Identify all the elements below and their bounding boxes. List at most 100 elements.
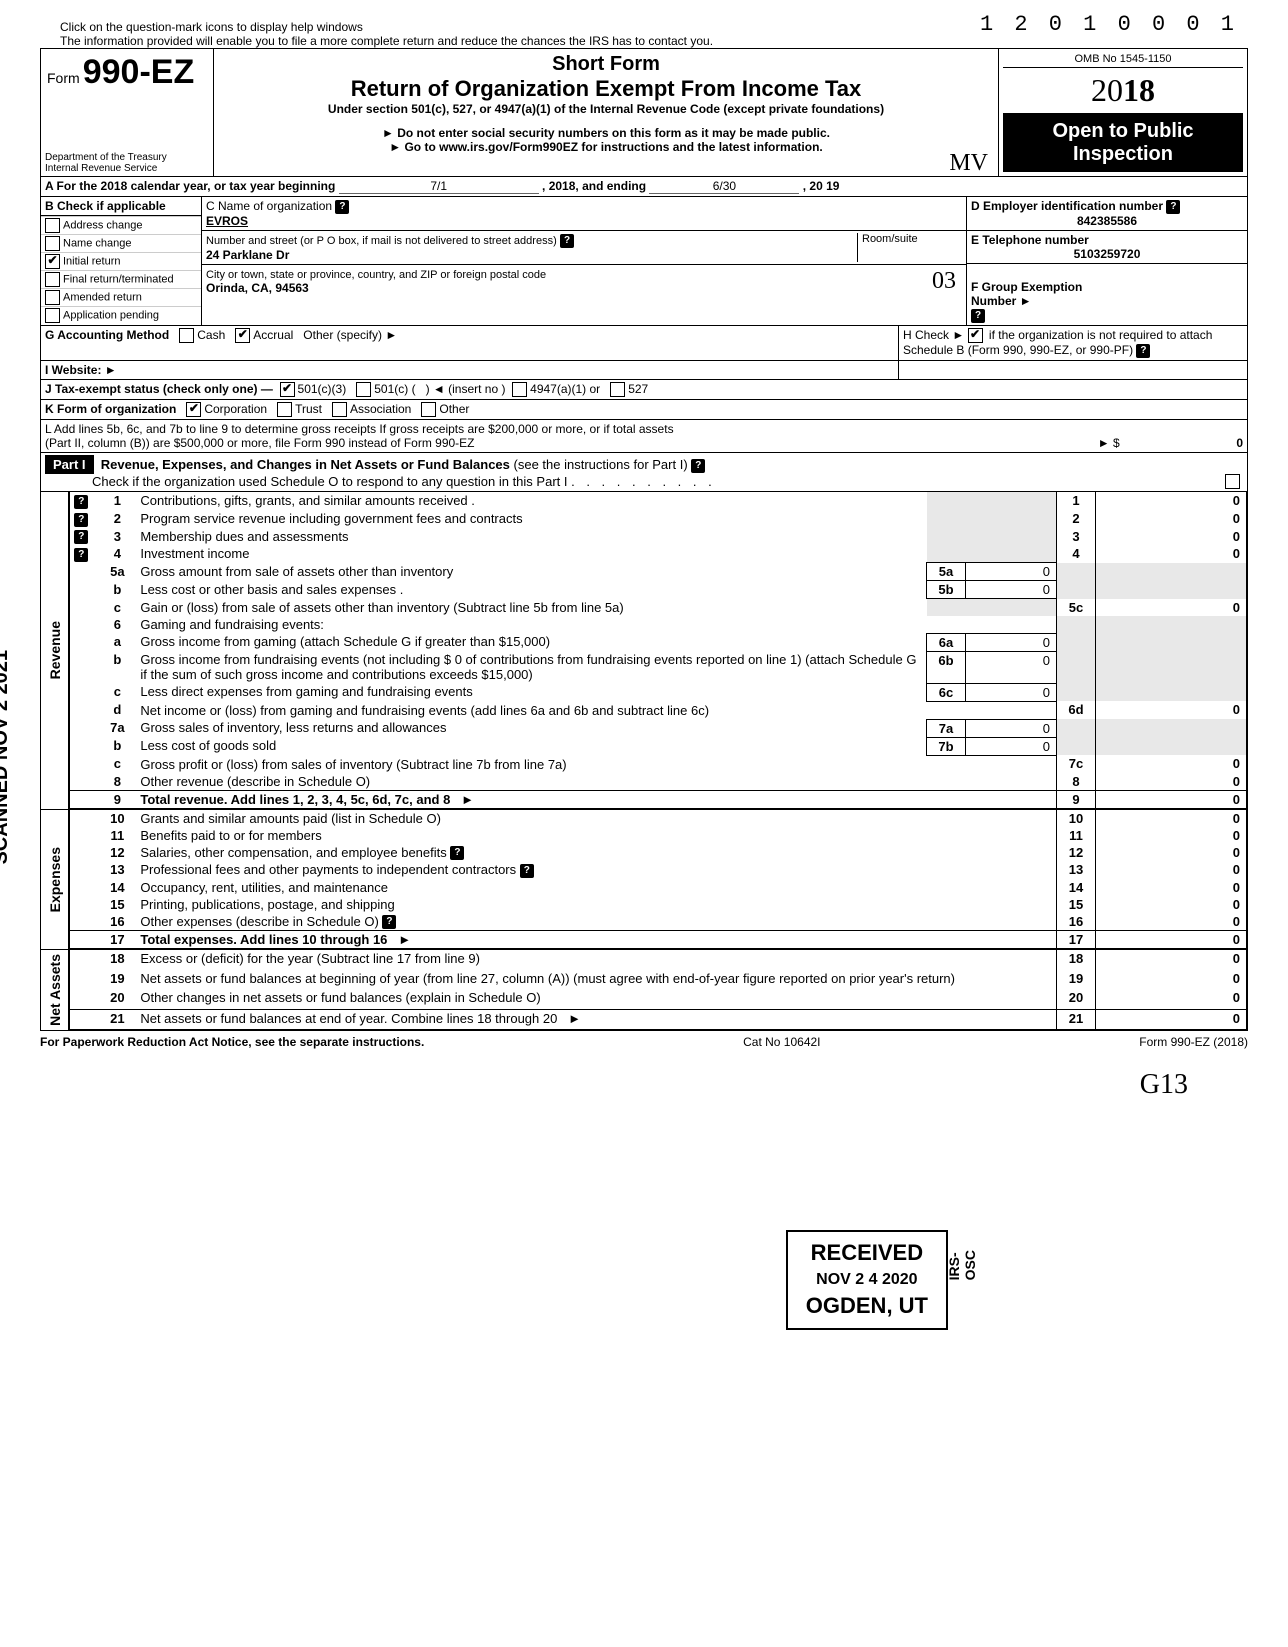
- ein-value[interactable]: 842385586: [971, 214, 1243, 228]
- line-12-value[interactable]: 0: [1096, 844, 1247, 862]
- trust-checkbox[interactable]: [277, 402, 292, 417]
- line-10-value[interactable]: 0: [1096, 810, 1247, 827]
- line-21-value[interactable]: 0: [1096, 1009, 1247, 1030]
- checkbox[interactable]: ✔: [45, 254, 60, 269]
- 501c-label: 501(c) (: [374, 382, 415, 396]
- tax-year-end-yy[interactable]: 19: [826, 179, 839, 193]
- line-7c-value[interactable]: 0: [1096, 755, 1247, 773]
- other-org-checkbox[interactable]: [421, 402, 436, 417]
- help-icon[interactable]: ?: [971, 309, 985, 323]
- expenses-section-label: Expenses: [45, 843, 65, 916]
- street-address[interactable]: 24 Parklane Dr: [206, 248, 857, 262]
- line-19-text: Net assets or fund balances at beginning…: [136, 970, 1056, 989]
- netassets-table: 18Excess or (deficit) for the year (Subt…: [69, 950, 1247, 1030]
- help-icon[interactable]: ?: [74, 530, 88, 544]
- line-18-value[interactable]: 0: [1096, 950, 1247, 969]
- help-icon[interactable]: ?: [691, 459, 705, 473]
- schedule-o-checkbox[interactable]: [1225, 474, 1240, 489]
- line-5a-value[interactable]: 0: [966, 563, 1057, 581]
- short-form-label: Short Form: [222, 53, 990, 76]
- help-icon[interactable]: ?: [382, 915, 396, 929]
- checkbox[interactable]: [45, 290, 60, 305]
- line-a-mid: , 2018, and ending: [542, 179, 646, 193]
- expenses-table: 10Grants and similar amounts paid (list …: [69, 810, 1247, 950]
- city-state-zip[interactable]: Orinda, CA, 94563: [206, 281, 962, 295]
- box-b-item[interactable]: Final return/terminated: [41, 270, 201, 288]
- line-2-value[interactable]: 0: [1096, 510, 1247, 528]
- street-label: Number and street (or P O box, if mail i…: [206, 235, 557, 247]
- help-icon[interactable]: ?: [74, 548, 88, 562]
- revenue-section-label: Revenue: [45, 617, 65, 683]
- 4947-checkbox[interactable]: [512, 382, 527, 397]
- line-l-text1: L Add lines 5b, 6c, and 7b to line 9 to …: [45, 422, 674, 436]
- schedule-b-checkbox[interactable]: ✔: [968, 328, 983, 343]
- cash-checkbox[interactable]: [179, 328, 194, 343]
- help-icon[interactable]: ?: [560, 234, 574, 248]
- line-6d-value[interactable]: 0: [1096, 701, 1247, 719]
- room-suite-label: Room/suite: [857, 233, 962, 262]
- line-17-value[interactable]: 0: [1096, 931, 1247, 949]
- box-b-item[interactable]: ✔Initial return: [41, 252, 201, 270]
- help-icon[interactable]: ?: [335, 200, 349, 214]
- line-16-value[interactable]: 0: [1096, 913, 1247, 931]
- 527-checkbox[interactable]: [610, 382, 625, 397]
- line-5c-value[interactable]: 0: [1096, 599, 1247, 616]
- line-6b-value[interactable]: 0: [966, 651, 1057, 683]
- help-icon[interactable]: ?: [74, 495, 88, 509]
- help-icon[interactable]: ?: [1136, 344, 1150, 358]
- help-icon[interactable]: ?: [1166, 200, 1180, 214]
- org-name[interactable]: EVROS: [206, 214, 962, 228]
- box-b-item-label: Name change: [63, 237, 132, 249]
- accrual-checkbox[interactable]: ✔: [235, 328, 250, 343]
- help-icon[interactable]: ?: [450, 846, 464, 860]
- line-1-value[interactable]: 0: [1096, 492, 1247, 510]
- corp-checkbox[interactable]: ✔: [186, 402, 201, 417]
- line-13-text: Professional fees and other payments to …: [136, 861, 1056, 879]
- line-14-value[interactable]: 0: [1096, 879, 1247, 896]
- line-15-text: Printing, publications, postage, and shi…: [136, 896, 1056, 913]
- checkbox[interactable]: [45, 272, 60, 287]
- line-4-value[interactable]: 0: [1096, 545, 1247, 563]
- line-11-value[interactable]: 0: [1096, 827, 1247, 844]
- phone-value[interactable]: 5103259720: [971, 247, 1243, 261]
- assoc-checkbox[interactable]: [332, 402, 347, 417]
- line-8-value[interactable]: 0: [1096, 773, 1247, 791]
- box-b-item[interactable]: Application pending: [41, 306, 201, 324]
- line-10-text: Grants and similar amounts paid (list in…: [136, 810, 1056, 827]
- line-20-value[interactable]: 0: [1096, 989, 1247, 1009]
- line-15-value[interactable]: 0: [1096, 896, 1247, 913]
- line-19-value[interactable]: 0: [1096, 970, 1247, 989]
- trust-label: Trust: [295, 402, 322, 416]
- line-5b-value[interactable]: 0: [966, 581, 1057, 599]
- gross-receipts-value[interactable]: 0: [1123, 436, 1243, 450]
- line-7a-value[interactable]: 0: [966, 719, 1057, 737]
- checkbox[interactable]: [45, 236, 60, 251]
- help-icon[interactable]: ?: [520, 864, 534, 878]
- line-6a-value[interactable]: 0: [966, 633, 1057, 651]
- checkbox[interactable]: [45, 218, 60, 233]
- line-7b-value[interactable]: 0: [966, 737, 1057, 755]
- help-icon[interactable]: ?: [74, 513, 88, 527]
- line-g-label: G Accounting Method: [45, 328, 169, 342]
- tax-year-begin[interactable]: 7/1: [339, 179, 539, 194]
- line-11-text: Benefits paid to or for members: [136, 827, 1056, 844]
- box-b-item[interactable]: Amended return: [41, 288, 201, 306]
- line-k-label: K Form of organization: [45, 402, 176, 416]
- box-b-item[interactable]: Name change: [41, 234, 201, 252]
- 4947-label: 4947(a)(1) or: [530, 382, 600, 396]
- box-b-item-label: Amended return: [63, 291, 142, 303]
- assoc-label: Association: [350, 402, 411, 416]
- tax-year-end[interactable]: 6/30: [649, 179, 799, 194]
- checkbox[interactable]: [45, 308, 60, 323]
- line-9-value[interactable]: 0: [1096, 790, 1247, 808]
- line-3-value[interactable]: 0: [1096, 528, 1247, 546]
- box-b-item[interactable]: Address change: [41, 216, 201, 234]
- 501c-checkbox[interactable]: [356, 382, 371, 397]
- line-6c-value[interactable]: 0: [966, 683, 1057, 701]
- part-1-title: Revenue, Expenses, and Changes in Net As…: [101, 457, 510, 472]
- line-a-text: A For the 2018 calendar year, or tax yea…: [45, 179, 335, 193]
- 501c3-checkbox[interactable]: ✔: [280, 382, 295, 397]
- line-9-text: Total revenue. Add lines 1, 2, 3, 4, 5c,…: [136, 790, 1056, 808]
- line-13-value[interactable]: 0: [1096, 861, 1247, 879]
- cat-no: Cat No 10642I: [743, 1035, 820, 1049]
